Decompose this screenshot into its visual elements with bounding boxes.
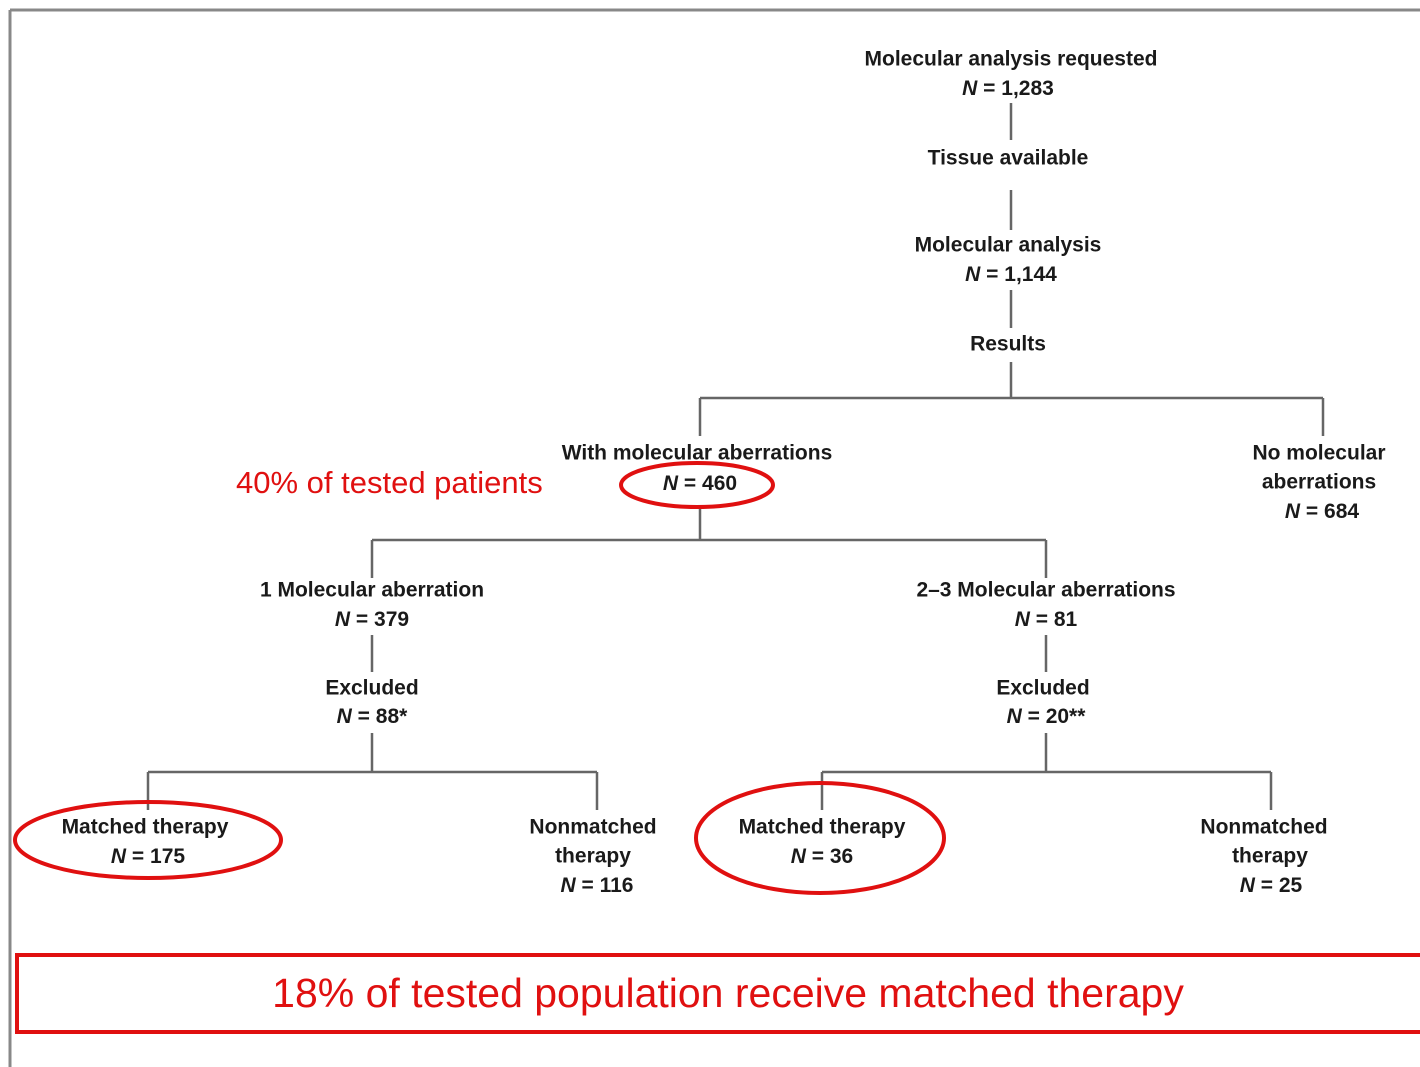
node-label: Excluded bbox=[325, 677, 418, 700]
node-label: Molecular analysis bbox=[915, 234, 1102, 257]
node-label: Results bbox=[970, 333, 1046, 356]
node-label: Excluded bbox=[996, 677, 1089, 700]
node-count: N = 36 bbox=[791, 845, 853, 868]
node-count: N = 25 bbox=[1240, 874, 1303, 897]
connectors bbox=[146, 103, 1325, 810]
node-label: Matched therapy bbox=[62, 816, 229, 839]
node-label: No molecular bbox=[1252, 442, 1385, 465]
node-count: N = 20** bbox=[1007, 705, 1087, 728]
node-label: aberrations bbox=[1262, 471, 1376, 494]
node-label: Nonmatched bbox=[529, 816, 656, 839]
annotation: 40% of tested patients bbox=[236, 465, 543, 500]
node-label: With molecular aberrations bbox=[562, 442, 833, 465]
node-count: N = 1,283 bbox=[962, 77, 1054, 100]
node-label: Matched therapy bbox=[739, 816, 906, 839]
node-count: N = 88* bbox=[337, 705, 408, 728]
node-count: N = 81 bbox=[1015, 608, 1078, 631]
node-label: Molecular analysis requested bbox=[865, 48, 1158, 71]
node-label: 1 Molecular aberration bbox=[260, 579, 484, 602]
node-label: therapy bbox=[555, 845, 631, 868]
node-label: Nonmatched bbox=[1200, 816, 1327, 839]
node-label: therapy bbox=[1232, 845, 1308, 868]
node-count: N = 175 bbox=[111, 845, 185, 868]
node-count: N = 116 bbox=[561, 874, 634, 897]
node-label: Tissue available bbox=[928, 147, 1089, 170]
node-count: N = 1,144 bbox=[965, 263, 1057, 286]
frame bbox=[8, 8, 1420, 1067]
summary: 18% of tested population receive matched… bbox=[272, 970, 1184, 1016]
node-label: 2–3 Molecular aberrations bbox=[916, 579, 1175, 602]
node-count: N = 379 bbox=[335, 608, 409, 631]
node-count: N = 684 bbox=[1285, 500, 1359, 523]
highlights bbox=[13, 461, 1420, 1034]
node-count: N = 460 bbox=[663, 472, 737, 495]
